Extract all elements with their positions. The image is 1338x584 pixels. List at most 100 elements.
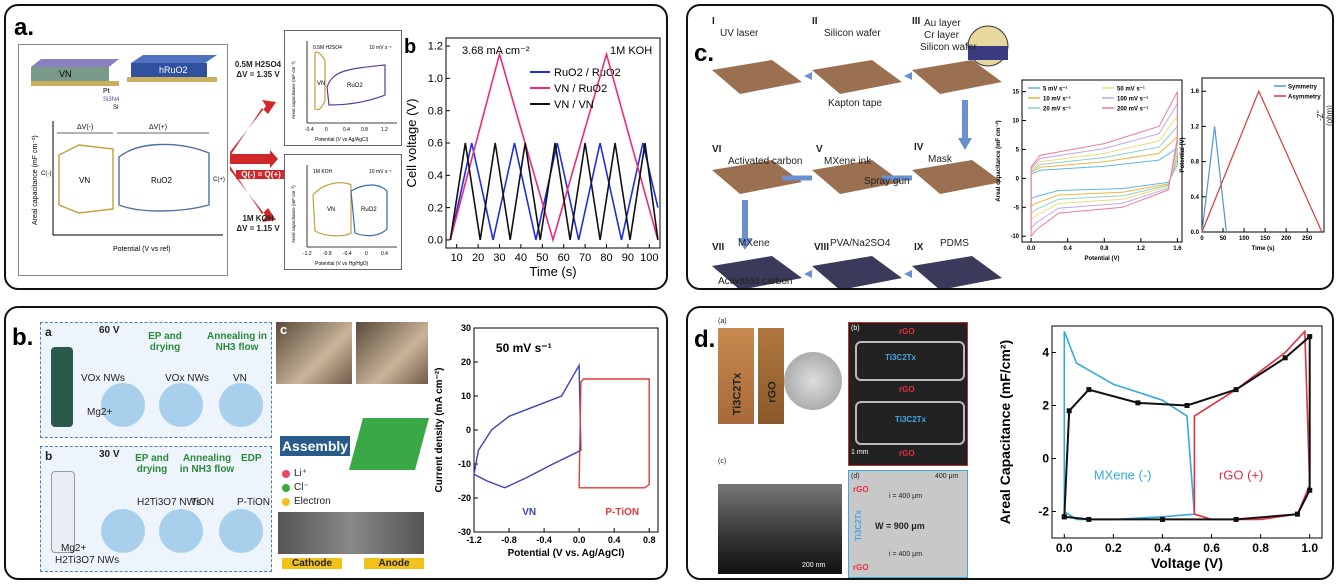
rgo-label-2: rGO	[899, 385, 915, 394]
step-2-num: II	[812, 16, 818, 27]
x-tick-label: 50	[536, 252, 548, 264]
trace-2	[855, 401, 965, 445]
micrograph-b: (b) rGO Ti3C2Tx rGO Ti3C2Tx rGO 1 mm	[848, 322, 968, 466]
scale-b: 1 mm	[851, 449, 869, 456]
legend-li: Li⁺	[294, 468, 308, 479]
coin	[784, 352, 842, 410]
y-tick-label: 1.2	[428, 41, 443, 53]
row-a-m1: VOx NWs	[81, 373, 125, 384]
i1-label: i = 400 μm	[889, 493, 923, 500]
inset-bottom: 1M KOH 10 mV s⁻¹ VN RuO2 -1.2 -0.8 -0.4 …	[284, 154, 402, 270]
scale-d: 400 μm	[935, 473, 959, 480]
x-axis-label: Time (s)	[529, 264, 576, 279]
mxene-label: MXene (-)	[1094, 468, 1152, 483]
schematic-si3n4: Si3N4	[103, 97, 120, 103]
row-b-nw: H2Ti3O7 NWs	[55, 555, 120, 566]
x-tick-label: 150	[1260, 236, 1271, 242]
cv-legend-label-4: 100 mV s⁻¹	[1117, 96, 1148, 103]
device-marker	[1086, 516, 1092, 522]
rgo-label-4: rGO	[853, 485, 869, 494]
x-tick-label: 0.6	[1203, 541, 1220, 555]
legend-label-0: RuO2 / RuO2	[554, 67, 621, 79]
row-a-vial	[51, 347, 73, 427]
schematic-svg: VN Pt Si3N4 Si hRuO2 ΔV(-) ΔV(+) VN RuO2…	[31, 55, 225, 253]
schematic-dv-minus: ΔV(-)	[77, 124, 93, 131]
y-tick-label: 0	[1042, 452, 1049, 466]
y-tick-label: 4	[1042, 346, 1049, 360]
row-a-circle-2	[159, 383, 203, 427]
y-tick-label: -2	[1038, 505, 1049, 519]
plot-frame	[1051, 325, 1323, 539]
cathode-label: Cathode	[282, 558, 342, 569]
row-b-box: b 30 V EP and drying Annealing in NH3 fl…	[40, 446, 272, 572]
row-a-step1: EP and drying	[148, 331, 182, 353]
gcd-electrolyte-label: 1M KOH	[610, 45, 652, 57]
electrodes-image	[278, 512, 424, 554]
x-tick-label: 90	[622, 252, 634, 264]
ti-label-1: Ti3C2Tx	[885, 353, 916, 362]
device-marker	[1233, 516, 1239, 522]
y-tick-label: 5	[1016, 147, 1020, 153]
step-6-text: Activated carbon	[728, 156, 803, 167]
x-axis-label: Potential (V)	[1084, 256, 1119, 262]
row-a-product: VN	[233, 373, 247, 384]
step-6-num: VI	[712, 144, 722, 155]
step-8-num: VIII	[814, 242, 830, 253]
x-tick-label: 70	[579, 252, 591, 264]
y-axis-label: Areal Capacitance (mF/cm²)	[997, 340, 1013, 524]
y-axis-label: Potential (V)	[1180, 137, 1186, 172]
vn-label: VN	[522, 507, 536, 518]
inset-top-xlabel: Potential (V vs Ag/AgCl)	[315, 137, 369, 143]
x-tick-label: 0.4	[1064, 246, 1073, 252]
x-tick-label: 80	[600, 252, 612, 264]
gcd-chart: 3.68 mA cm⁻² 1M KOH 10 20 30 40 50 60 70 80 90 10…	[404, 37, 661, 279]
ption-label: P-TiON	[605, 507, 639, 518]
cr-text: Cr layer	[924, 30, 960, 41]
device-marker	[1233, 387, 1239, 393]
legend-li-dot	[282, 470, 290, 478]
inset-bottom-ylabel: Areal capacitance (mF cm⁻²)	[291, 185, 296, 243]
y-tick-label: 0.8	[428, 105, 443, 117]
ti3c2tx-label: Ti3C2Tx	[731, 372, 744, 416]
inset-bottom-xtick-3: 0	[365, 251, 368, 257]
sub-a-tag: (a)	[718, 318, 727, 325]
x-tick-label: 30	[493, 252, 505, 264]
schematic-si: Si	[113, 105, 118, 111]
schematic-dv-plus: ΔV(+)	[149, 124, 167, 131]
inset-bottom-xtick-0: -1.2	[303, 251, 312, 257]
inset-top-ruo2: RuO2	[347, 83, 363, 89]
schematic-hruo2: hRuO2	[159, 65, 188, 75]
fabrication-steps	[712, 25, 1009, 288]
x-tick-label: 0	[1200, 236, 1204, 242]
y-tick-label: 0.0	[1191, 230, 1200, 236]
schematic-pt: Pt	[103, 88, 110, 95]
panel-d-label: d.	[694, 326, 716, 353]
gcd-current-label: 3.68 mA cm⁻²	[462, 45, 530, 57]
device-marker	[1184, 403, 1190, 408]
x-tick-label: 0.8	[643, 535, 656, 545]
y-tick-label: 0.4	[1191, 195, 1200, 201]
row-a-circle-1	[101, 383, 145, 427]
y-tick-label: 0	[466, 425, 471, 435]
row-b-voltage: 30 V	[99, 449, 120, 460]
x-tick-label: 0.8	[1100, 246, 1109, 252]
x-tick-label: 60	[558, 252, 570, 264]
inset-top: 0.5M H2SO4 10 mV s⁻¹ VN RuO2 -0.4 0 0.4 …	[284, 30, 402, 146]
legend-cl: Cl⁻	[294, 482, 309, 493]
ac-bottom-text: Activated carbon	[718, 276, 793, 287]
rgo-label: rGO (+)	[1219, 468, 1263, 483]
device-marker	[1307, 334, 1313, 340]
x-tick-label: 1.0	[1301, 541, 1318, 555]
device-marker	[1061, 514, 1067, 520]
y-tick-label: 15	[1012, 90, 1019, 96]
row-a-voltage: 60 V	[99, 325, 120, 336]
x-tick-label: 100	[640, 252, 658, 264]
pot-legend-label-0: Symmetry	[1288, 85, 1318, 91]
x-tick-label: 0.4	[608, 535, 621, 545]
x-tick-label: -0.4	[536, 535, 552, 545]
plot-frame	[1021, 79, 1183, 243]
schematic-xlabel: Potential (V vs ref)	[113, 246, 171, 253]
mxene-curve	[1063, 331, 1196, 521]
inset-bottom-vn: VN	[327, 207, 335, 213]
pot-legend-label-1: Asymmetry	[1288, 95, 1321, 101]
